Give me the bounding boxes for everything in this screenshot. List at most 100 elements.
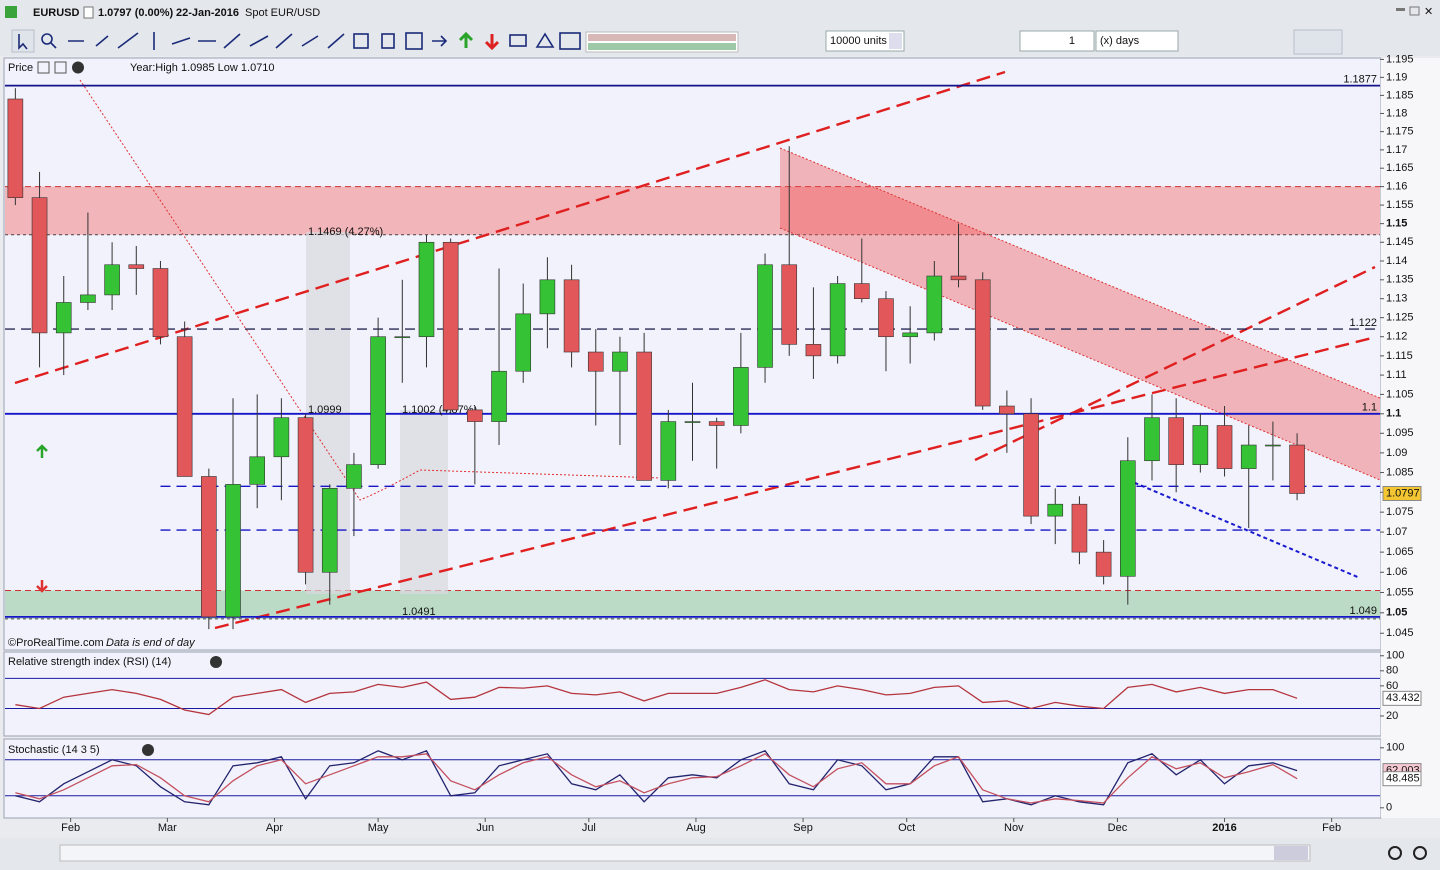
- quantity-dropdown[interactable]: [889, 33, 902, 49]
- candle-body: [636, 351, 652, 481]
- candle-body: [1047, 503, 1064, 517]
- palette-row-2: [588, 43, 736, 50]
- fibonacci-tool[interactable]: [559, 32, 581, 50]
- y-tick-label: 1.085: [1386, 466, 1414, 478]
- copyright: ©ProRealTime.com: [8, 637, 104, 649]
- y-tick-label: 1.09: [1386, 447, 1407, 459]
- app-icon: [5, 6, 17, 18]
- x-tick-label: Feb: [1322, 822, 1341, 834]
- y-tick-label: 1.135: [1386, 274, 1414, 286]
- y-tick-label: 1.13: [1386, 293, 1407, 305]
- y-tick-label: 1.115: [1386, 350, 1413, 362]
- zoom-in[interactable]: [1388, 846, 1402, 860]
- y-tick-label: 1.125: [1386, 312, 1414, 324]
- scroll-thumb[interactable]: [1274, 846, 1308, 860]
- price-title: Price: [8, 62, 33, 74]
- level-label: 1.049: [1349, 605, 1377, 617]
- candle-body: [31, 197, 48, 334]
- y-tick-label: 1.1: [1386, 408, 1401, 420]
- stochastic-title: Stochastic (14 3 5): [8, 744, 100, 756]
- candle-body: [902, 332, 918, 338]
- candle-body: [273, 417, 290, 458]
- triangle-tool[interactable]: [535, 32, 555, 48]
- channel-edges: [779, 147, 1381, 481]
- scrollbar[interactable]: [59, 844, 1311, 862]
- candle-body: [563, 279, 580, 353]
- candle-body: [708, 421, 725, 426]
- candle-body: [926, 275, 943, 334]
- candle-body: [1071, 503, 1088, 553]
- text-tool[interactable]: [405, 32, 423, 50]
- candle-body: [781, 264, 798, 345]
- period-count: 1: [1069, 35, 1075, 47]
- title-bar: [0, 0, 1440, 26]
- value-tag-label: 1.0797: [1386, 487, 1420, 499]
- value-tag-label: 43.432: [1386, 692, 1420, 704]
- close-button[interactable]: ✕: [1424, 6, 1433, 18]
- maximize-button[interactable]: [54, 61, 67, 74]
- y-tick-label: 1.06: [1386, 566, 1407, 578]
- level-label: 1.1: [1362, 402, 1377, 414]
- candle-body: [1265, 444, 1281, 447]
- rectangle-tool[interactable]: [509, 34, 527, 47]
- x-tick-label: Aug: [686, 822, 706, 834]
- color-palette[interactable]: [585, 31, 739, 53]
- stochastic-panel: [3, 738, 1382, 819]
- period-count-input[interactable]: [1019, 30, 1095, 52]
- description: Spot EUR/USD: [245, 7, 320, 19]
- y-tick-label: 1.075: [1386, 506, 1414, 518]
- y-tick-label: 1.11: [1386, 369, 1407, 381]
- remove-button[interactable]: [210, 656, 222, 668]
- remove-button[interactable]: [72, 61, 84, 74]
- candle-body: [1216, 425, 1233, 469]
- y-tick-label: 1.195: [1386, 53, 1414, 65]
- minimize-button[interactable]: [1396, 8, 1405, 11]
- shaded-range: [400, 410, 448, 594]
- chart-type-button[interactable]: [1293, 29, 1343, 55]
- info-icon[interactable]: [83, 6, 94, 19]
- sell-arrow[interactable]: [484, 34, 500, 51]
- level-label: 1.122: [1349, 317, 1377, 329]
- y-tick-label: 1.065: [1386, 546, 1414, 558]
- trend-line: [974, 265, 1376, 462]
- candle-body: [394, 336, 411, 339]
- buy-arrow[interactable]: [458, 31, 474, 48]
- restore-button[interactable]: [1409, 6, 1420, 16]
- zoom-tool[interactable]: [41, 33, 53, 45]
- drawing-tools[interactable]: [68, 32, 345, 50]
- candle-body: [829, 283, 846, 357]
- pointer-tool[interactable]: [11, 29, 35, 53]
- price-change: 1.0797 (0.00%): [98, 7, 174, 19]
- quantity-select[interactable]: [825, 30, 905, 52]
- data-note: Data is end of day: [106, 637, 196, 649]
- zone: [5, 186, 1380, 235]
- x-tick-label: Jul: [582, 822, 596, 834]
- value-tag-label: 48.485: [1386, 773, 1420, 785]
- period-unit-select[interactable]: [1095, 30, 1179, 52]
- candle-body: [805, 344, 822, 357]
- candle-body: [757, 264, 773, 368]
- candle-body: [1240, 444, 1257, 469]
- settings-button[interactable]: [37, 61, 50, 74]
- candle-body: [201, 476, 217, 618]
- properties-tool[interactable]: [353, 33, 369, 49]
- y-tick-label: 1.12: [1386, 331, 1407, 343]
- candle-body: [346, 464, 362, 489]
- candle-body: [491, 370, 507, 422]
- candle-body: [515, 313, 532, 372]
- y-tick-label: 1.18: [1386, 107, 1407, 119]
- candle-body: [128, 264, 145, 269]
- candle-body: [733, 367, 749, 426]
- arrow-tool[interactable]: [432, 35, 448, 47]
- remove-button[interactable]: [142, 744, 154, 756]
- candle-body: [1144, 417, 1160, 462]
- pointer-icon: [18, 34, 28, 50]
- zoom-out[interactable]: [1413, 846, 1427, 860]
- y-tick-label: 1.045: [1386, 627, 1414, 639]
- y-tick-label: 100: [1386, 650, 1404, 662]
- delete-tool[interactable]: [381, 33, 395, 49]
- candle-body: [1120, 460, 1136, 577]
- y-tick-label: 1.055: [1386, 586, 1414, 598]
